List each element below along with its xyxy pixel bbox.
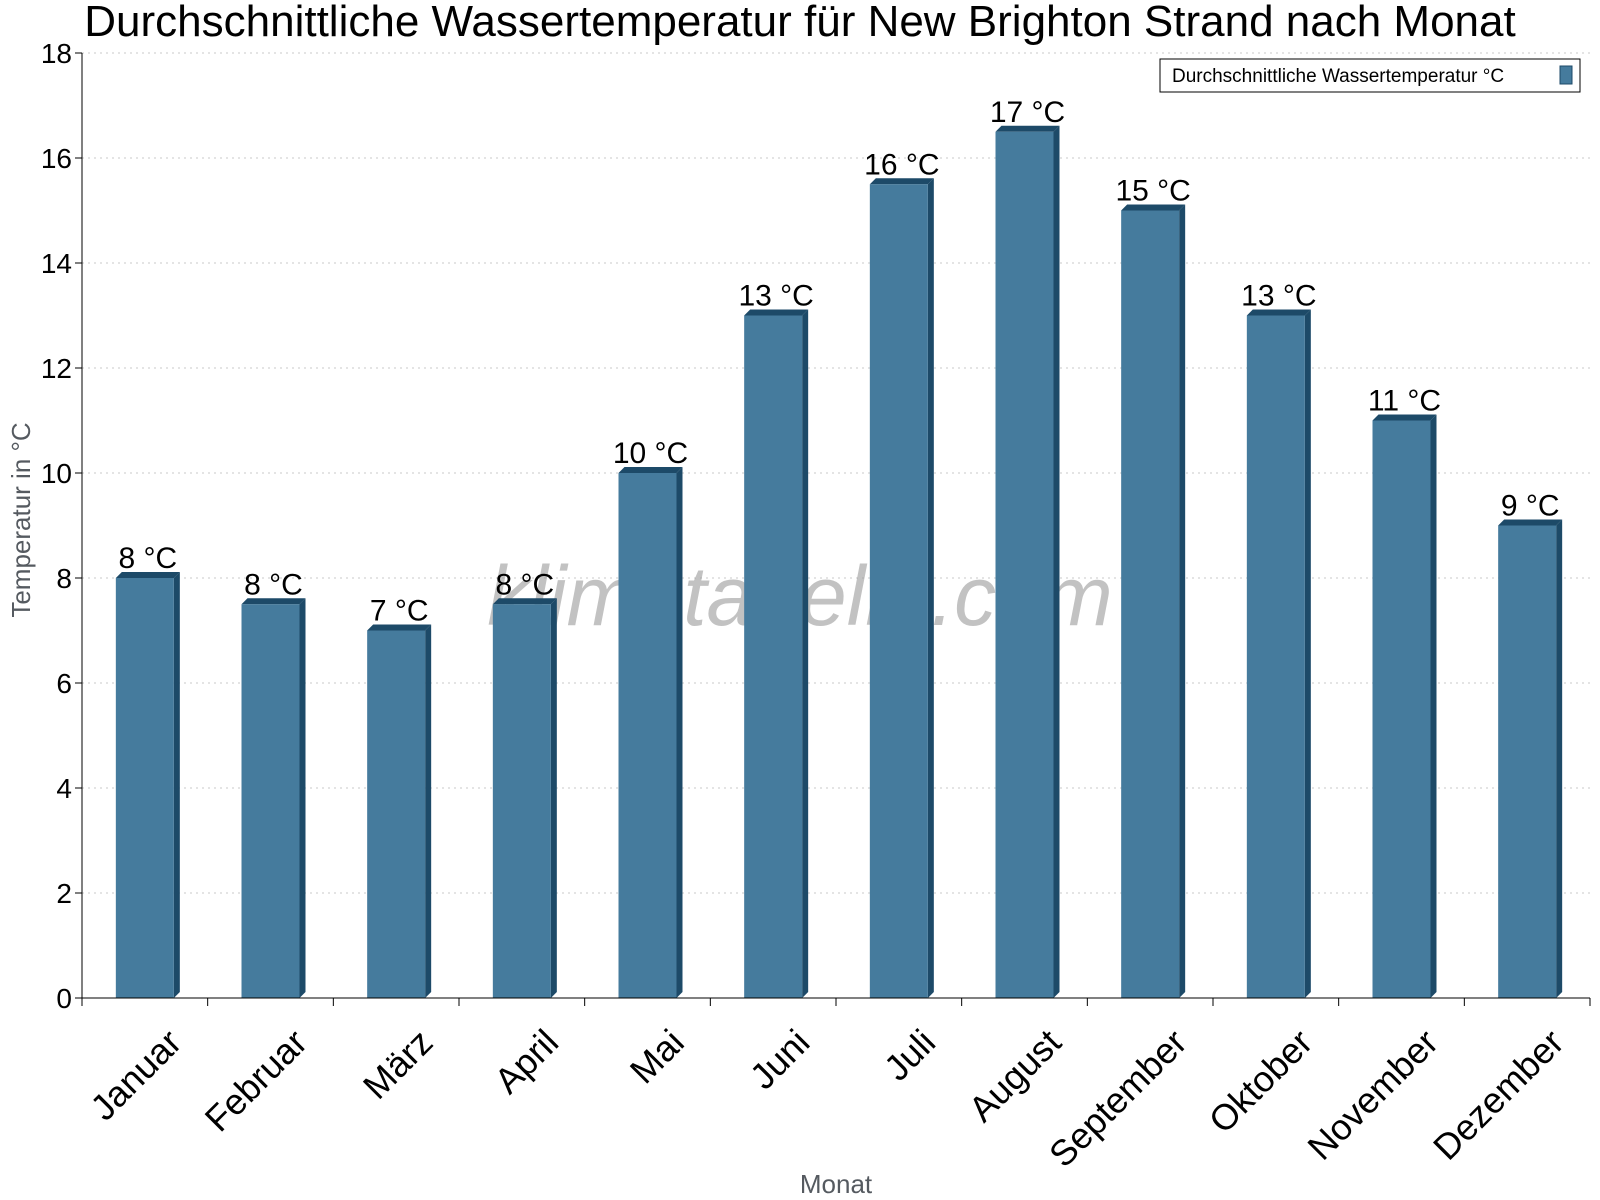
bar-top [367, 624, 432, 631]
bar-mai [618, 467, 683, 998]
x-tick-label: Oktober [1201, 1021, 1321, 1141]
chart-title: Durchschnittliche Wassertemperatur für N… [84, 0, 1515, 46]
bar-front [1372, 420, 1431, 998]
bar-august [995, 125, 1060, 998]
x-axis-label: Monat [800, 1169, 873, 1199]
bar-oktober [1246, 309, 1311, 998]
legend-label: Durchschnittliche Wassertemperatur °C [1172, 66, 1504, 87]
bar-side [1556, 519, 1563, 998]
bar-juni [744, 309, 809, 998]
bar-front [115, 578, 174, 998]
bar-side [299, 598, 306, 998]
data-label: 9 °C [1501, 490, 1560, 523]
bars: 8 °C 8 °C 7 °C 8 °C 10 °C 13 °C 16 °C 17 °C 15 °… [115, 96, 1563, 998]
bar-front [241, 604, 300, 998]
bar-dezember [1498, 519, 1563, 998]
data-label: 10 °C [613, 437, 688, 470]
bar-front [1246, 315, 1305, 998]
bar-front [995, 131, 1054, 998]
y-tick-label: 8 [56, 563, 72, 594]
bar-juli [869, 178, 934, 998]
data-label: 13 °C [1241, 280, 1316, 313]
x-tick-label: August [961, 1021, 1069, 1129]
data-label: 8 °C [495, 568, 554, 601]
data-label: 7 °C [370, 595, 429, 628]
bar-april [492, 598, 557, 998]
bar-top [1121, 204, 1186, 211]
bar-side [173, 572, 180, 998]
bar-side [425, 624, 432, 998]
bar-top [618, 467, 683, 473]
legend-box [1159, 58, 1581, 93]
data-label: 8 °C [118, 542, 177, 575]
bar-side [676, 467, 683, 998]
y-tick-label: 0 [56, 983, 72, 1014]
y-tick-label: 18 [41, 38, 72, 69]
data-label: 15 °C [1115, 175, 1190, 208]
bar-side [927, 178, 934, 998]
y-tick-label: 12 [41, 353, 72, 384]
y-tick-label: 2 [56, 878, 72, 909]
bar-front [618, 473, 677, 998]
bar-top [1498, 519, 1563, 526]
bar-top [241, 598, 306, 605]
x-tick-label: April [486, 1021, 566, 1101]
bar-front [492, 604, 551, 998]
bar-side [1053, 125, 1060, 998]
x-tick-label: Januar [82, 1021, 189, 1128]
bar-top [1372, 414, 1437, 421]
data-label: 17 °C [990, 96, 1065, 129]
bar-januar [115, 572, 180, 998]
bar-top [744, 309, 809, 316]
legend: Durchschnittliche Wassertemperatur °C [1159, 58, 1581, 93]
bar-front [367, 630, 426, 998]
bar-februar [241, 598, 306, 998]
x-tick-label: Februar [197, 1021, 315, 1139]
bar-front [869, 184, 928, 998]
x-tick-label: November [1299, 1021, 1445, 1167]
data-label: 16 °C [864, 148, 939, 181]
x-tick-label: Mai [622, 1021, 692, 1091]
x-tick-label: Juli [876, 1021, 943, 1088]
bar-side [1430, 414, 1437, 998]
x-tick-label: September [1041, 1021, 1195, 1175]
bar-september [1121, 204, 1186, 998]
bar-side [802, 309, 809, 998]
bar-top [995, 125, 1060, 132]
data-label: 8 °C [244, 568, 303, 601]
y-tick-label: 14 [41, 248, 72, 279]
bar-side [1304, 309, 1311, 998]
bar-front [1498, 525, 1557, 998]
data-label: 11 °C [1368, 385, 1441, 418]
y-tick-label: 16 [41, 143, 72, 174]
y-axis-label: Temperatur in °C [6, 422, 36, 617]
y-tick-label: 6 [56, 668, 72, 699]
bar-top [1246, 309, 1311, 316]
bar-november [1372, 414, 1437, 998]
y-tick-label: 10 [41, 458, 72, 489]
legend-swatch [1559, 65, 1573, 85]
x-tick-label: Juni [742, 1021, 818, 1097]
x-tick-label: Dezember [1425, 1021, 1571, 1167]
bar-märz [367, 624, 432, 998]
bar-front [744, 315, 803, 998]
y-tick-label: 4 [56, 773, 72, 804]
x-tick-label: März [355, 1021, 441, 1107]
bar-side [1179, 204, 1186, 998]
bar-top [869, 178, 934, 185]
bar-front [1121, 210, 1180, 998]
bar-top [115, 572, 180, 578]
data-label: 13 °C [738, 280, 813, 313]
bar-side [550, 598, 557, 998]
gridlines [82, 52, 1590, 894]
bar-top [492, 598, 557, 605]
